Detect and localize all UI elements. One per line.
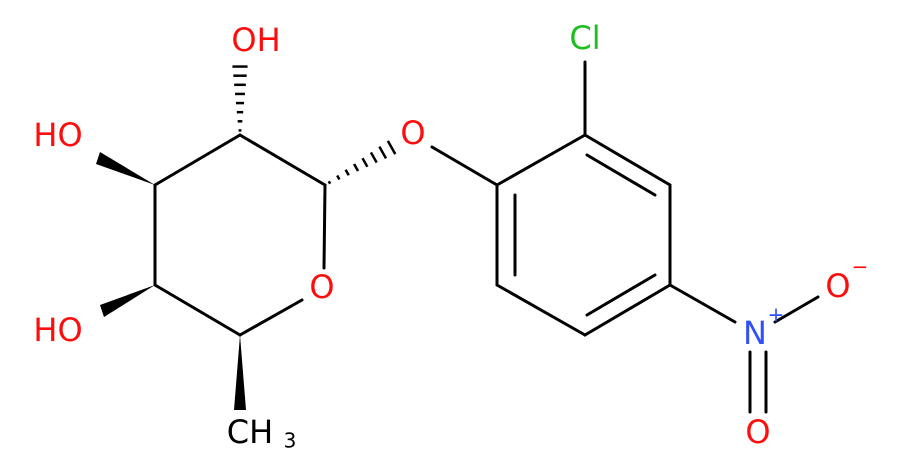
atom-label: N [743,314,767,352]
atom-label: O [400,114,425,152]
atom-label: HO [33,311,82,349]
hash [336,174,341,181]
atom-label: CH [227,413,273,451]
atom-label: OH [231,21,280,59]
atom-label: O [825,267,850,305]
bond [495,283,587,337]
charge: − [852,255,869,279]
bond [153,283,242,337]
bond [773,295,820,324]
bond [238,133,327,187]
bond [238,298,304,337]
charge: + [768,303,785,327]
wedge-bond [234,335,246,410]
atom-label: Cl [569,19,600,57]
atom-label: O [309,268,334,306]
wedge-bond [96,152,155,185]
atom-labels: OH HO HO O O Cl N + O − O CH 3 [33,19,868,453]
bond [153,133,242,187]
hash [369,151,378,164]
bond [668,283,737,324]
hash [327,180,332,185]
hash [378,146,388,159]
wedge-bond [100,285,155,317]
hashed-bonds [232,65,397,185]
subscript: 3 [284,429,297,453]
hash [352,163,360,172]
bond [583,283,672,337]
bond [322,183,327,270]
atom-label: O [745,413,770,451]
bond [495,133,587,187]
bond [583,133,672,187]
bond [585,273,657,317]
hash [361,157,369,168]
bond [430,145,499,187]
bonds [96,60,820,414]
atom-label: HO [33,116,82,154]
bond [585,153,657,197]
hash [386,140,397,155]
hash [344,169,350,176]
